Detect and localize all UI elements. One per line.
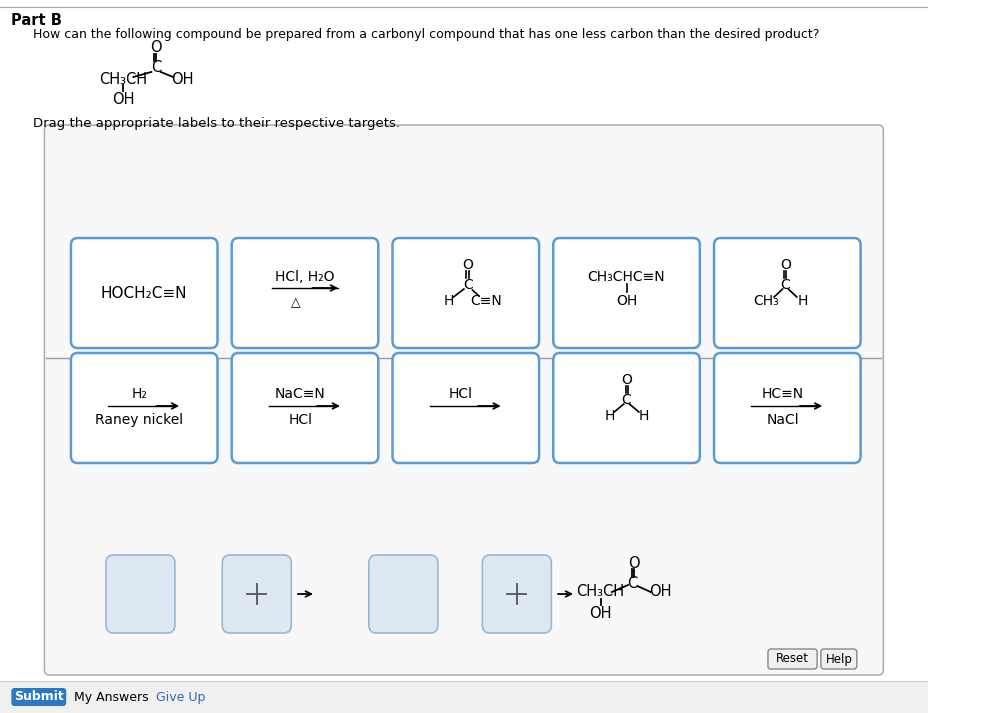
FancyBboxPatch shape	[369, 555, 438, 633]
FancyBboxPatch shape	[768, 649, 817, 669]
FancyBboxPatch shape	[392, 238, 540, 348]
Text: C≡N: C≡N	[471, 294, 502, 308]
FancyBboxPatch shape	[714, 353, 860, 463]
Text: CH₃CH: CH₃CH	[577, 585, 625, 600]
Text: HCl: HCl	[449, 387, 473, 401]
Text: Help: Help	[825, 652, 852, 665]
FancyBboxPatch shape	[232, 353, 379, 463]
Text: H₂: H₂	[131, 387, 147, 401]
Text: O: O	[780, 258, 791, 272]
Text: HC≡N: HC≡N	[761, 387, 803, 401]
Text: H: H	[798, 294, 807, 308]
Text: Part B: Part B	[12, 13, 62, 28]
FancyBboxPatch shape	[232, 238, 379, 348]
Text: NaC≡N: NaC≡N	[275, 387, 326, 401]
Text: CH₃CHC≡N: CH₃CHC≡N	[588, 270, 665, 284]
Text: O: O	[462, 258, 473, 272]
Text: O: O	[628, 555, 640, 570]
Text: OH: OH	[616, 294, 638, 308]
Text: HOCH₂C≡N: HOCH₂C≡N	[101, 285, 187, 300]
Text: H: H	[443, 294, 454, 308]
Text: Drag the appropriate labels to their respective targets.: Drag the appropriate labels to their res…	[33, 117, 400, 130]
Text: OH: OH	[648, 585, 671, 600]
FancyBboxPatch shape	[12, 688, 66, 706]
Text: △: △	[290, 297, 300, 309]
FancyBboxPatch shape	[0, 681, 928, 713]
Text: Give Up: Give Up	[156, 690, 205, 704]
Text: C: C	[151, 59, 161, 74]
Text: NaCl: NaCl	[766, 413, 799, 427]
FancyBboxPatch shape	[44, 125, 883, 675]
Text: CH₃: CH₃	[753, 294, 779, 308]
Text: C: C	[628, 575, 638, 590]
Text: HCl, H₂O: HCl, H₂O	[276, 270, 335, 284]
Text: C: C	[781, 278, 791, 292]
Text: My Answers: My Answers	[74, 690, 148, 704]
Text: Reset: Reset	[776, 652, 809, 665]
Text: O: O	[621, 373, 632, 387]
FancyBboxPatch shape	[71, 238, 218, 348]
Text: Raney nickel: Raney nickel	[95, 413, 183, 427]
Text: H: H	[604, 409, 615, 423]
Text: How can the following compound be prepared from a carbonyl compound that has one: How can the following compound be prepar…	[33, 28, 819, 41]
FancyBboxPatch shape	[553, 353, 699, 463]
Text: C: C	[622, 393, 632, 407]
FancyBboxPatch shape	[483, 555, 551, 633]
FancyBboxPatch shape	[714, 238, 860, 348]
Text: OH: OH	[590, 605, 612, 620]
FancyBboxPatch shape	[392, 353, 540, 463]
Text: HCl: HCl	[288, 413, 312, 427]
FancyBboxPatch shape	[223, 555, 291, 633]
Text: OH: OH	[112, 91, 134, 106]
Text: OH: OH	[172, 71, 194, 86]
Text: H: H	[639, 409, 648, 423]
Text: O: O	[150, 39, 162, 54]
FancyBboxPatch shape	[71, 353, 218, 463]
FancyBboxPatch shape	[106, 555, 175, 633]
FancyBboxPatch shape	[553, 238, 699, 348]
Text: CH₃CH: CH₃CH	[99, 71, 147, 86]
Text: Submit: Submit	[14, 690, 64, 704]
Text: C: C	[463, 278, 473, 292]
FancyBboxPatch shape	[821, 649, 856, 669]
